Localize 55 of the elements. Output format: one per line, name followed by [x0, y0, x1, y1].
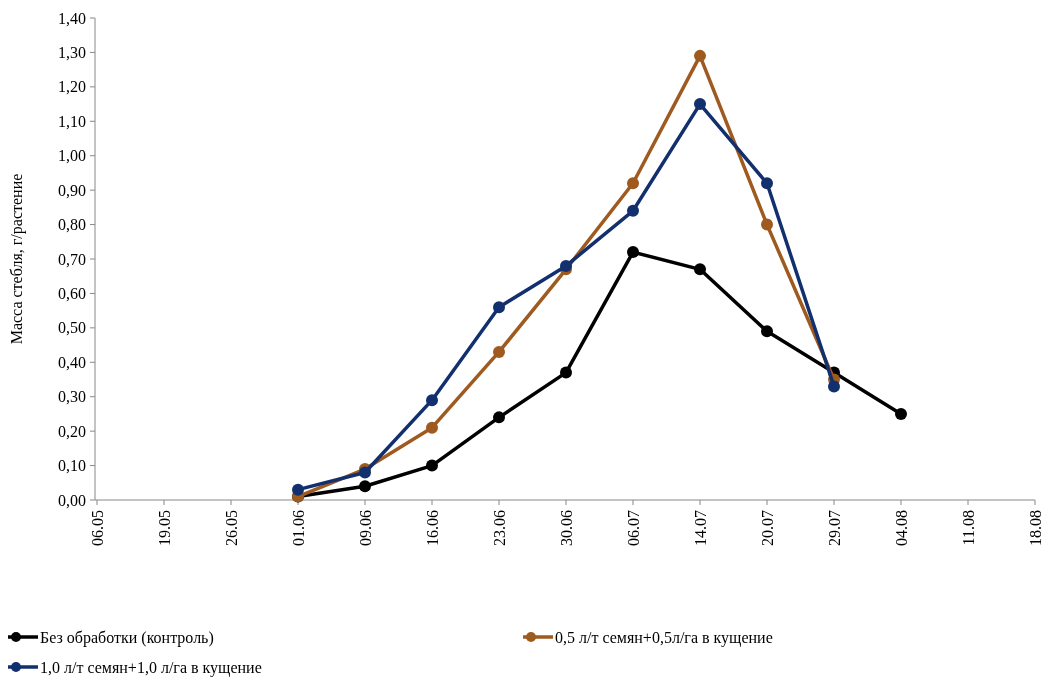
- x-tick-label: 04.08: [892, 510, 910, 546]
- x-tick-label: 01.06: [289, 510, 307, 546]
- y-tick-label: 1,00: [58, 147, 86, 165]
- point: [895, 407, 907, 420]
- y-tick-label: 1,30: [58, 44, 86, 62]
- legend-label: 1,0 л/т семян+1,0 л/га в кущение: [40, 658, 262, 677]
- point: [694, 98, 706, 111]
- y-tick-label: 1,40: [58, 9, 86, 27]
- point: [761, 218, 773, 231]
- x-tick-label: 09.06: [356, 510, 374, 546]
- y-tick-label: 0,50: [58, 319, 86, 337]
- point: [292, 483, 304, 496]
- y-tick-label: 1,10: [58, 112, 86, 130]
- x-tick-label: 20.07: [758, 510, 776, 546]
- point: [694, 263, 706, 276]
- point: [493, 345, 505, 358]
- point: [426, 421, 438, 434]
- y-tick-label: 1,20: [58, 78, 86, 96]
- y-tick-label: 0,60: [58, 285, 86, 303]
- y-tick-label: 0,70: [58, 250, 86, 268]
- point: [426, 394, 438, 407]
- x-tick-label: 11.08: [959, 510, 977, 546]
- y-axis-title: Масса стебля, г/растение: [8, 173, 26, 345]
- x-tick-label: 06.05: [88, 510, 106, 546]
- y-tick-label: 0,20: [58, 422, 86, 440]
- point: [560, 259, 572, 272]
- point: [828, 380, 840, 393]
- point: [627, 177, 639, 190]
- y-tick-label: 0,40: [58, 353, 86, 371]
- point: [560, 366, 572, 379]
- legend-label: 0,5 л/т семян+0,5л/га в кущение: [555, 628, 773, 647]
- point: [426, 459, 438, 472]
- x-tick-label: 19.05: [155, 510, 173, 546]
- y-tick-label: 0,80: [58, 216, 86, 234]
- x-tick-label: 23.06: [490, 510, 508, 546]
- point: [493, 411, 505, 424]
- point: [627, 246, 639, 259]
- x-tick-label: 26.05: [222, 510, 240, 546]
- y-tick-label: 0,30: [58, 388, 86, 406]
- x-tick-label: 18.08: [1026, 510, 1044, 546]
- point: [694, 49, 706, 62]
- point: [493, 301, 505, 314]
- x-tick-label: 16.06: [423, 510, 441, 546]
- x-tick-label: 29.07: [825, 510, 843, 546]
- x-tick-label: 06.07: [624, 510, 642, 546]
- point: [627, 204, 639, 217]
- legend-label: Без обработки (контроль): [40, 628, 214, 647]
- point: [359, 480, 371, 493]
- y-tick-label: 0,90: [58, 181, 86, 199]
- x-tick-label: 14.07: [691, 510, 709, 546]
- point: [761, 325, 773, 338]
- y-tick-label: 0,10: [58, 457, 86, 475]
- y-tick-label: 0,00: [58, 491, 86, 509]
- x-tick-label: 30.06: [557, 510, 575, 546]
- point: [761, 177, 773, 190]
